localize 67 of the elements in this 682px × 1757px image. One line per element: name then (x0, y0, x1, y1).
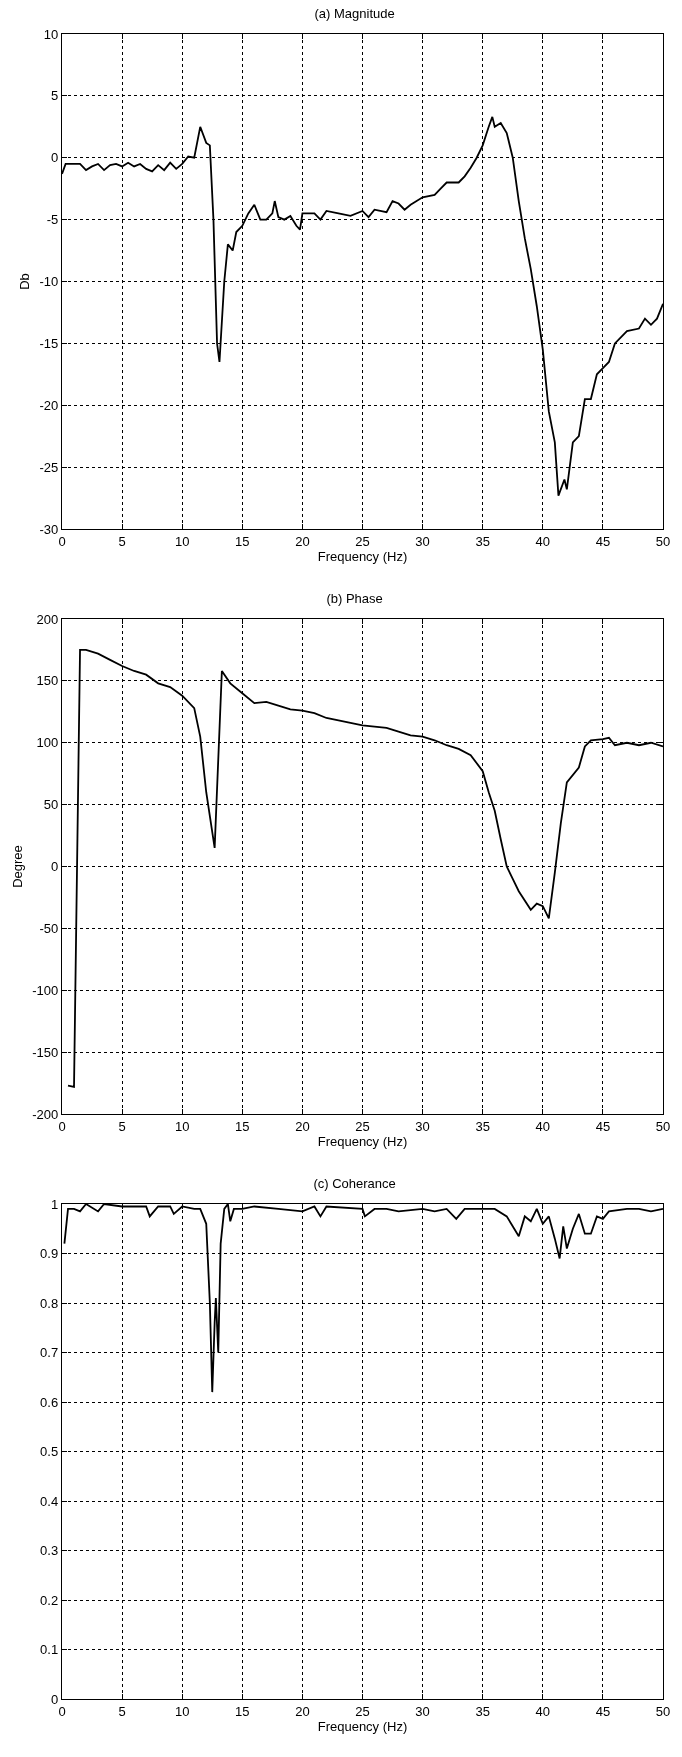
y-tick-label: -10 (39, 274, 59, 290)
x-tick-label: 20 (295, 1118, 310, 1134)
y-tick-label: 0.3 (40, 1543, 59, 1559)
x-tick-label: 10 (174, 1703, 190, 1719)
x-tick-label: 40 (535, 533, 551, 549)
y-tick-label: 0.9 (40, 1246, 59, 1262)
y-tick-label: -100 (32, 982, 59, 998)
x-tick-label: 25 (355, 1703, 370, 1719)
y-tick-label: -30 (39, 521, 59, 537)
x-tick-label: 45 (595, 533, 611, 549)
y-tick-label: 10 (43, 26, 59, 42)
x-tick-label: 50 (655, 1703, 671, 1719)
y-tick-label: -15 (39, 335, 59, 351)
y-tick-label: 0.2 (40, 1592, 59, 1608)
x-tick-label: 25 (355, 533, 370, 549)
y-tick-label: 200 (36, 611, 59, 627)
x-tick-label: 35 (475, 1703, 490, 1719)
y-tick-label: -5 (46, 212, 59, 228)
y-tick-label: 0.4 (40, 1493, 59, 1509)
x-tick-label: 15 (235, 1118, 250, 1134)
y-tick-label: -200 (32, 1106, 59, 1122)
y-tick-label: -50 (39, 920, 59, 936)
x-tick-label: 40 (535, 1118, 551, 1134)
x-tick-label: 25 (355, 1118, 370, 1134)
x-tick-label: 40 (535, 1703, 551, 1719)
y-tick-label: 0.8 (40, 1295, 59, 1311)
y-axis-title: Degree (10, 845, 26, 888)
y-tick-label: -20 (39, 397, 59, 413)
chart-title: (b) Phase (326, 590, 383, 606)
y-axis-title: Db (17, 273, 33, 290)
x-tick-label: 20 (295, 1703, 310, 1719)
x-tick-label: 5 (118, 1118, 126, 1134)
chart-title: (a) Magnitude (314, 5, 395, 21)
y-tick-label: 0 (50, 859, 59, 875)
y-tick-label: 0.6 (40, 1394, 59, 1410)
y-tick-label: 0.7 (40, 1345, 59, 1361)
y-tick-label: 150 (36, 673, 59, 689)
x-axis-title: Frequency (Hz) (317, 1133, 408, 1149)
y-tick-label: 50 (43, 797, 59, 813)
x-tick-label: 45 (595, 1118, 611, 1134)
y-tick-label: 0.5 (40, 1444, 59, 1460)
x-tick-label: 10 (174, 533, 190, 549)
x-tick-label: 50 (655, 1118, 671, 1134)
y-tick-label: 0 (50, 150, 59, 166)
x-tick-label: 20 (295, 533, 310, 549)
x-tick-label: 35 (475, 1118, 490, 1134)
x-tick-label: 10 (174, 1118, 190, 1134)
y-tick-label: 0 (50, 1691, 59, 1707)
x-tick-label: 30 (415, 1703, 430, 1719)
x-tick-label: 30 (415, 1118, 430, 1134)
x-tick-label: 50 (655, 533, 671, 549)
x-axis-title: Frequency (Hz) (317, 548, 408, 564)
y-tick-label: 1 (50, 1196, 59, 1212)
y-tick-label: -150 (32, 1044, 59, 1060)
x-tick-label: 15 (235, 1703, 250, 1719)
x-tick-label: 45 (595, 1703, 611, 1719)
y-tick-label: 0.1 (40, 1642, 59, 1658)
x-tick-label: 5 (118, 533, 126, 549)
x-axis-title: Frequency (Hz) (317, 1718, 408, 1734)
y-tick-label: 100 (36, 735, 59, 751)
x-tick-label: 35 (475, 533, 490, 549)
chart-title: (c) Coherance (313, 1175, 396, 1191)
x-tick-label: 30 (415, 533, 430, 549)
y-tick-label: 5 (50, 88, 59, 104)
y-tick-label: -25 (39, 459, 59, 475)
x-tick-label: 5 (118, 1703, 126, 1719)
x-tick-label: 15 (235, 533, 250, 549)
